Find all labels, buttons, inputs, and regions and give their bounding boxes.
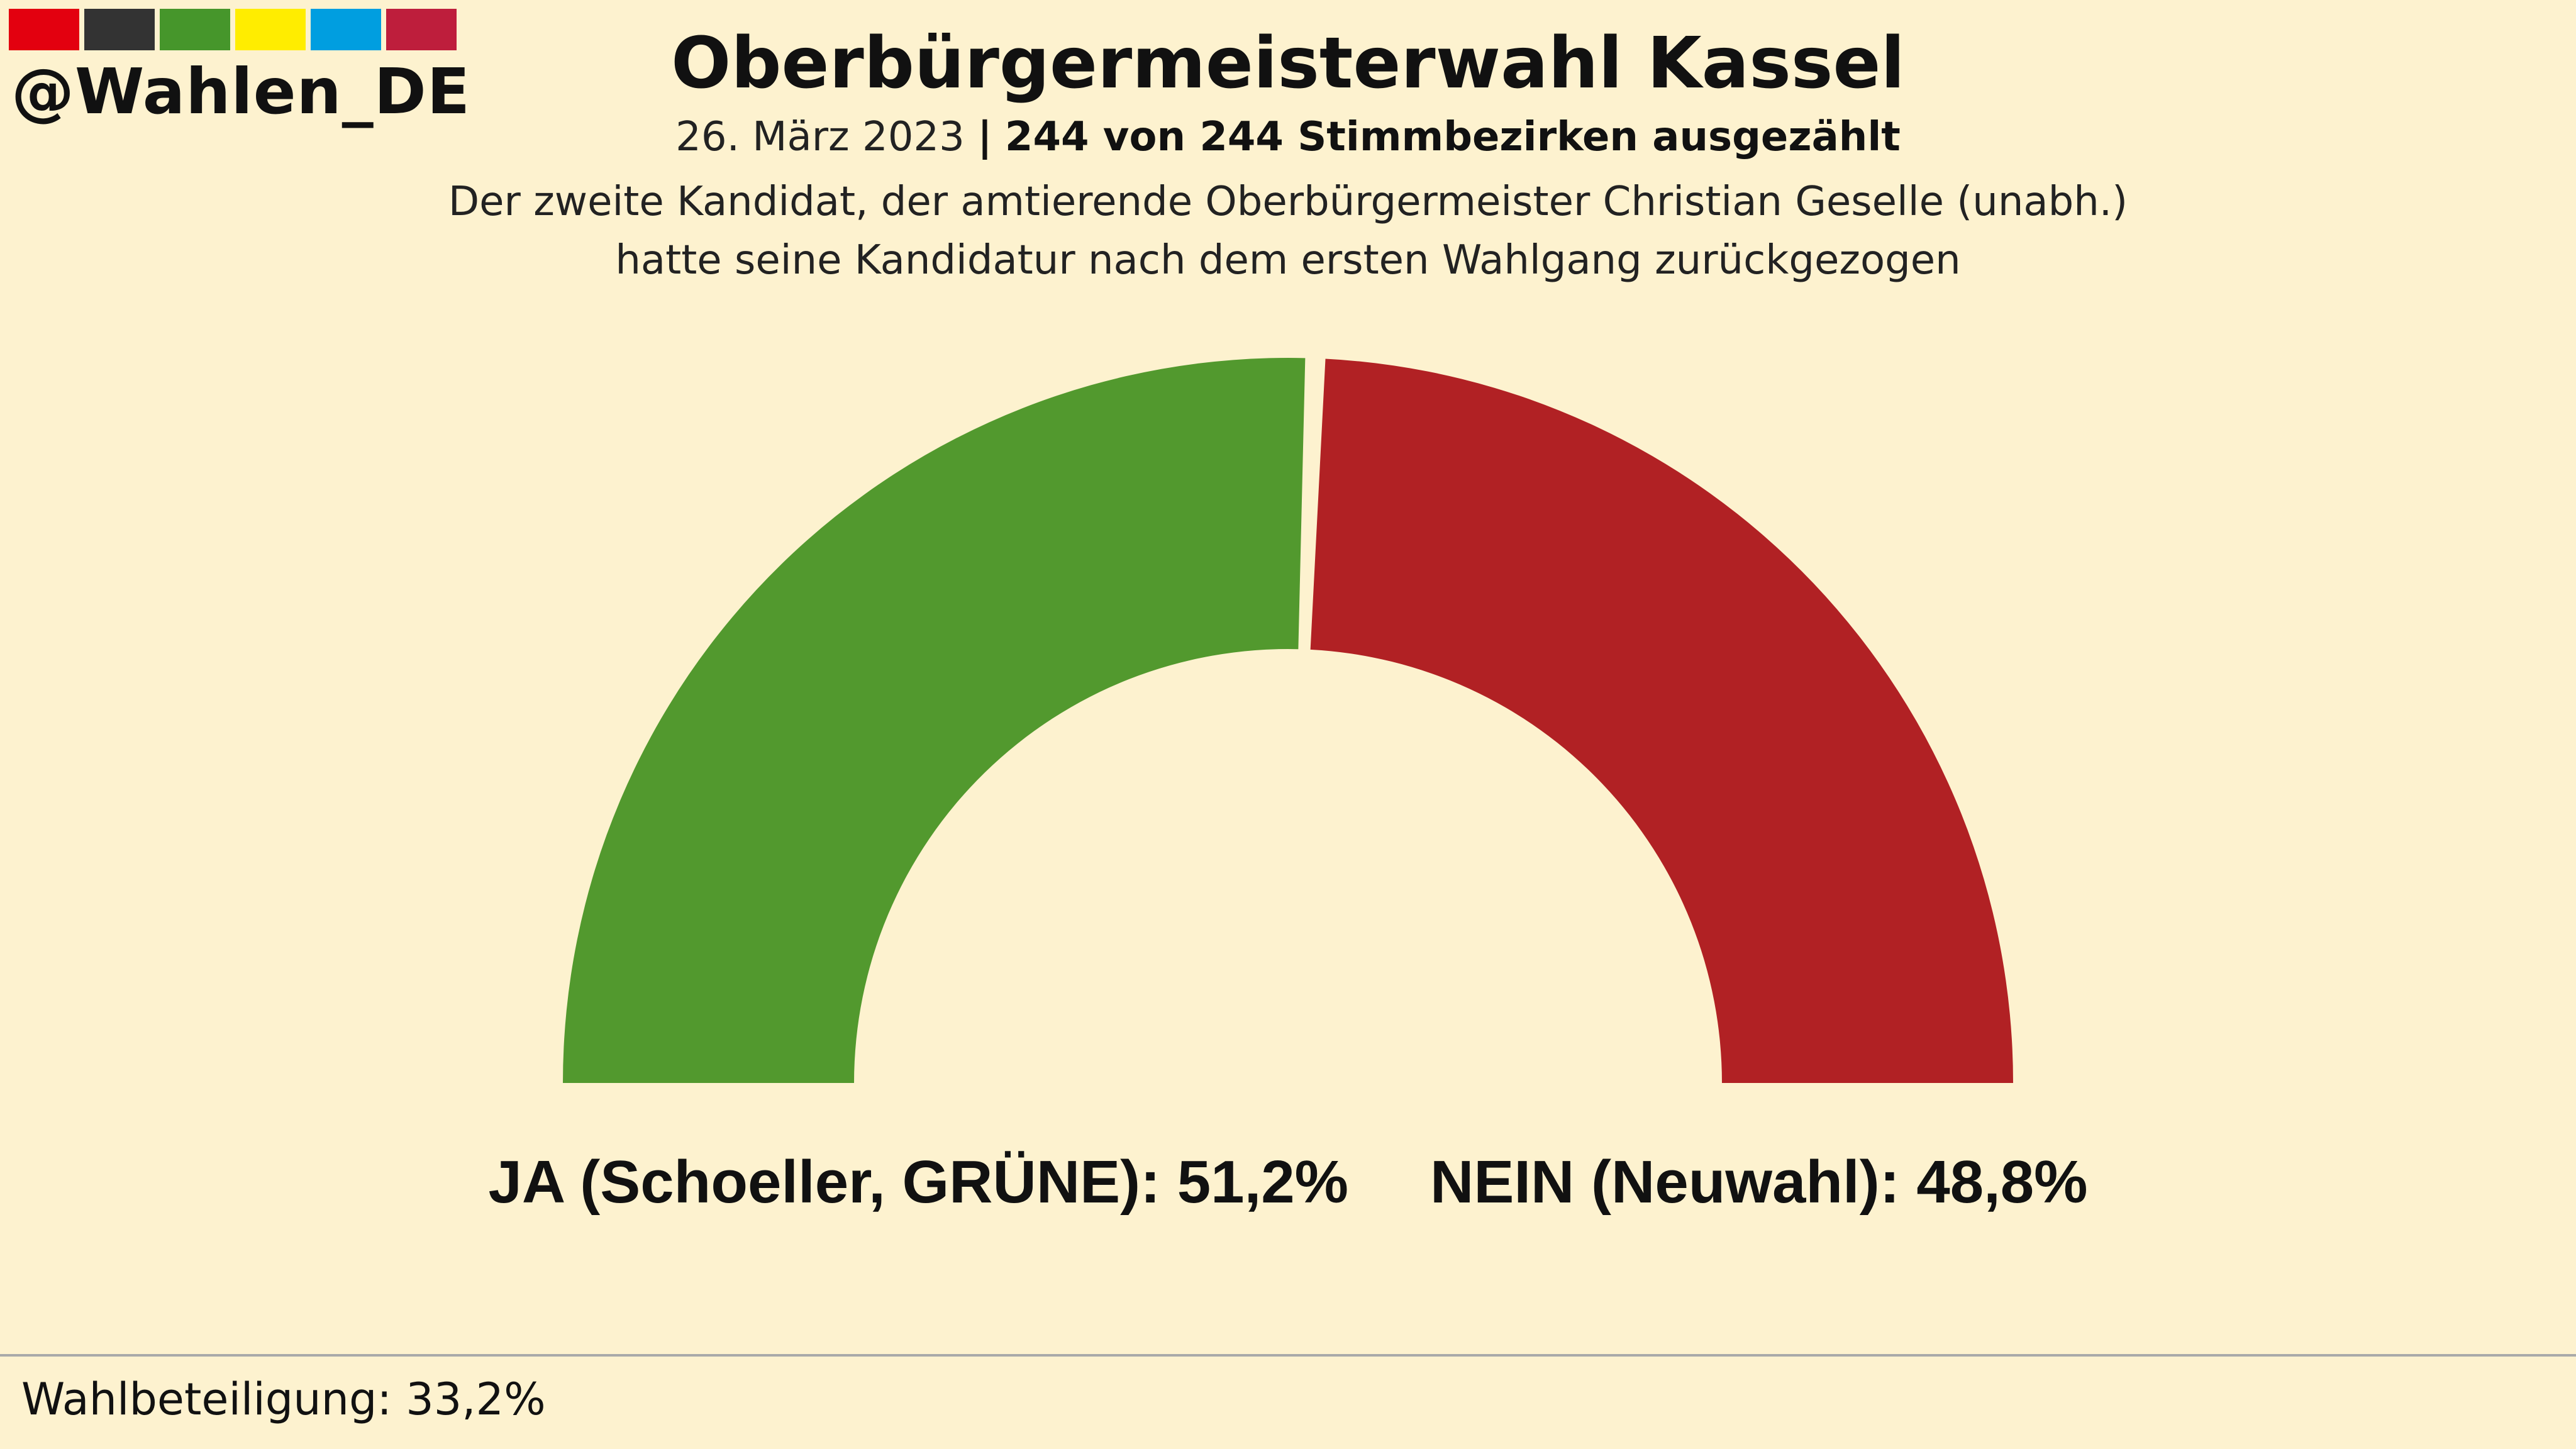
turnout-text: Wahlbeteiligung: 33,2%: [21, 1374, 546, 1425]
result-labels: JA (Schoeller, GRÜNE): 51,2% NEIN (Neuwa…: [0, 1152, 2576, 1213]
brand-swatch-red: [9, 9, 79, 50]
brand-color-bar: [9, 9, 457, 50]
footer-divider: [0, 1354, 2576, 1357]
result-label-nein-name: NEIN (Neuwahl): [1430, 1148, 1880, 1216]
brand-handle: @Wahlen_DE: [11, 55, 471, 128]
result-label-nein: NEIN (Neuwahl): 48,8%: [1430, 1148, 2088, 1216]
brand-swatch-blue: [311, 9, 381, 50]
counted-districts: 244 von 244 Stimmbezirken ausgezählt: [1004, 114, 1901, 160]
subtitle-separator: |: [977, 114, 992, 160]
chart-subtitle: 26. März 2023 | 244 von 244 Stimmbezirke…: [0, 115, 2576, 159]
brand-swatch-crimson: [386, 9, 457, 50]
result-label-ja-name: JA (Schoeller, GRÜNE): [488, 1148, 1141, 1216]
chart-title: Oberbürgermeisterwahl Kassel: [671, 23, 1905, 104]
pie-slice-nein: [1310, 358, 2014, 1083]
result-label-ja-value: 51,2%: [1177, 1148, 1348, 1216]
pie-slice-ja: [563, 357, 1306, 1083]
result-label-nein-value: 48,8%: [1916, 1148, 2088, 1216]
brand-swatch-yellow: [235, 9, 306, 50]
chart-note: Der zweite Kandidat, der amtierende Ober…: [0, 173, 2576, 290]
chart-note-line-2: hatte seine Kandidatur nach dem ersten W…: [615, 237, 1961, 284]
brand-swatch-green: [160, 9, 230, 50]
election-date: 26. März 2023: [675, 114, 965, 160]
brand-swatch-black: [84, 9, 155, 50]
result-label-ja: JA (Schoeller, GRÜNE): 51,2%: [488, 1148, 1348, 1216]
chart-note-line-1: Der zweite Kandidat, der amtierende Ober…: [448, 179, 2128, 225]
